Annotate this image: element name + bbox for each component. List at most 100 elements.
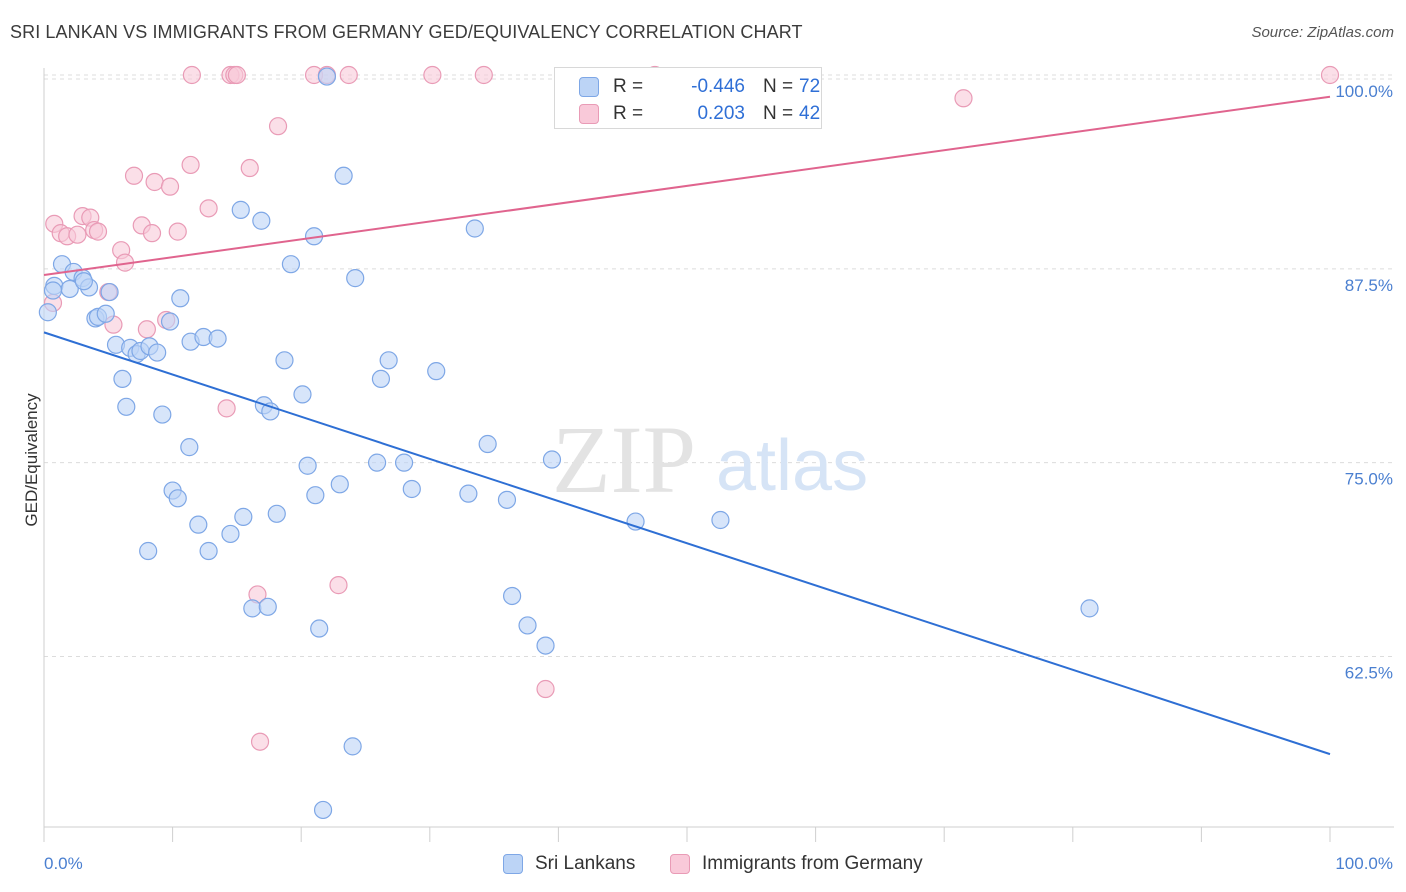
data-point-sri-lankans (38, 303, 57, 322)
data-point-immigrants-germany (240, 158, 259, 178)
n-label: N = (763, 76, 794, 97)
y-tick-label: 100.0% (1335, 82, 1393, 101)
axes (43, 68, 1394, 842)
watermark: ZIP atlas (552, 406, 868, 513)
data-point-sri-lankans (208, 329, 227, 348)
data-point-sri-lankans (343, 737, 362, 756)
y-tick-label: 75.0% (1345, 470, 1393, 489)
data-point-immigrants-germany (536, 679, 555, 699)
legend-label: Immigrants from Germany (702, 853, 923, 874)
chart-source: Source: ZipAtlas.com (1251, 24, 1394, 41)
data-point-sri-lankans (221, 524, 240, 544)
data-point-sri-lankans (148, 343, 167, 362)
r-value: -0.446 (691, 76, 745, 97)
data-point-sri-lankans (293, 385, 312, 404)
data-point-immigrants-germany (160, 177, 180, 196)
data-point-sri-lankans (74, 272, 93, 291)
data-point-immigrants-germany (137, 320, 156, 339)
n-label: N = (763, 103, 794, 124)
tick-labels: 62.5% 75.0% 87.5% 100.0% 0.0% 100.0% (44, 82, 1393, 873)
n-value: 72 (799, 76, 821, 97)
data-point-sri-lankans (96, 304, 115, 323)
data-point-sri-lankans (100, 282, 119, 302)
data-point-sri-lankans (334, 166, 353, 185)
data-point-immigrants-germany (168, 222, 187, 241)
data-point-sri-lankans (234, 507, 253, 526)
data-point-immigrants-germany (227, 65, 246, 85)
pink-swatch-icon (579, 104, 599, 124)
data-point-immigrants-germany (423, 65, 442, 85)
data-point-sri-lankans (168, 489, 187, 508)
data-point-sri-lankans (199, 541, 218, 561)
chart-title: SRI LANKAN VS IMMIGRANTS FROM GERMANY GE… (10, 22, 803, 42)
data-point-sri-lankans (171, 289, 190, 308)
watermark-atlas: atlas (716, 426, 868, 506)
data-point-sri-lankans (402, 479, 421, 499)
trend-line-sri-lankans (43, 331, 1331, 756)
data-point-sri-lankans (346, 269, 365, 288)
data-point-sri-lankans (252, 211, 271, 230)
data-point-sri-lankans (117, 397, 136, 416)
data-point-immigrants-germany (88, 222, 108, 241)
data-point-sri-lankans (281, 255, 301, 274)
data-point-sri-lankans (243, 599, 262, 618)
data-point-immigrants-germany (217, 399, 236, 418)
data-point-sri-lankans (313, 800, 333, 820)
data-point-sri-lankans (298, 456, 317, 475)
data-point-immigrants-germany (145, 172, 164, 192)
data-point-sri-lankans (536, 636, 555, 655)
trend-lines (43, 95, 1331, 756)
r-label: R = (613, 103, 644, 124)
data-point-sri-lankans (139, 541, 158, 561)
legend-item-sri-lankans: Sri Lankans (503, 850, 635, 878)
legend-item-immigrants-germany: Immigrants from Germany (670, 850, 923, 878)
data-point-sri-lankans (367, 453, 387, 472)
data-point-sri-lankans (542, 450, 562, 469)
data-point-sri-lankans (330, 475, 349, 494)
trend-line-immigrants-germany (43, 95, 1331, 277)
data-point-immigrants-germany (339, 65, 358, 85)
data-point-immigrants-germany (1320, 65, 1340, 85)
data-point-sri-lankans (371, 369, 391, 389)
data-point-immigrants-germany (68, 225, 87, 244)
data-point-sri-lankans (258, 597, 277, 616)
data-point-sri-lankans (189, 515, 208, 534)
data-point-immigrants-germany (268, 117, 288, 136)
data-point-sri-lankans (427, 362, 446, 381)
data-point-sri-lankans (1080, 599, 1099, 618)
data-point-sri-lankans (394, 453, 414, 472)
pink-swatch-icon (670, 854, 690, 874)
r-value: 0.203 (697, 103, 745, 124)
data-point-sri-lankans (153, 405, 172, 424)
data-point-immigrants-germany (142, 224, 162, 243)
blue-swatch-icon (503, 854, 523, 874)
data-point-sri-lankans (113, 369, 132, 389)
blue-swatch-icon (579, 77, 599, 97)
data-point-sri-lankans (518, 616, 537, 635)
data-point-immigrants-germany (329, 576, 348, 595)
data-point-sri-lankans (43, 281, 63, 300)
data-point-sri-lankans (503, 586, 522, 606)
data-point-immigrants-germany (250, 732, 270, 751)
data-point-immigrants-germany (124, 166, 144, 185)
data-point-immigrants-germany (954, 89, 973, 108)
data-point-sri-lankans (379, 351, 398, 370)
data-point-sri-lankans (160, 312, 180, 331)
data-point-sri-lankans (459, 484, 478, 503)
data-point-immigrants-germany (182, 65, 201, 85)
x-tick-label: 0.0% (44, 854, 83, 873)
data-point-sri-lankans (465, 219, 484, 238)
data-point-sri-lankans (231, 200, 250, 219)
data-point-sri-lankans (497, 490, 517, 509)
data-point-immigrants-germany (181, 155, 200, 175)
data-point-sri-lankans (310, 619, 329, 638)
data-point-sri-lankans (275, 351, 294, 370)
x-tick-label: 100.0% (1335, 854, 1393, 873)
data-point-sri-lankans (306, 486, 325, 505)
legend-label: Sri Lankans (535, 853, 636, 874)
y-axis-label: GED/Equivalency (22, 393, 41, 527)
n-value: 42 (799, 103, 821, 124)
data-point-sri-lankans (711, 510, 730, 530)
watermark-zip: ZIP (552, 406, 696, 513)
